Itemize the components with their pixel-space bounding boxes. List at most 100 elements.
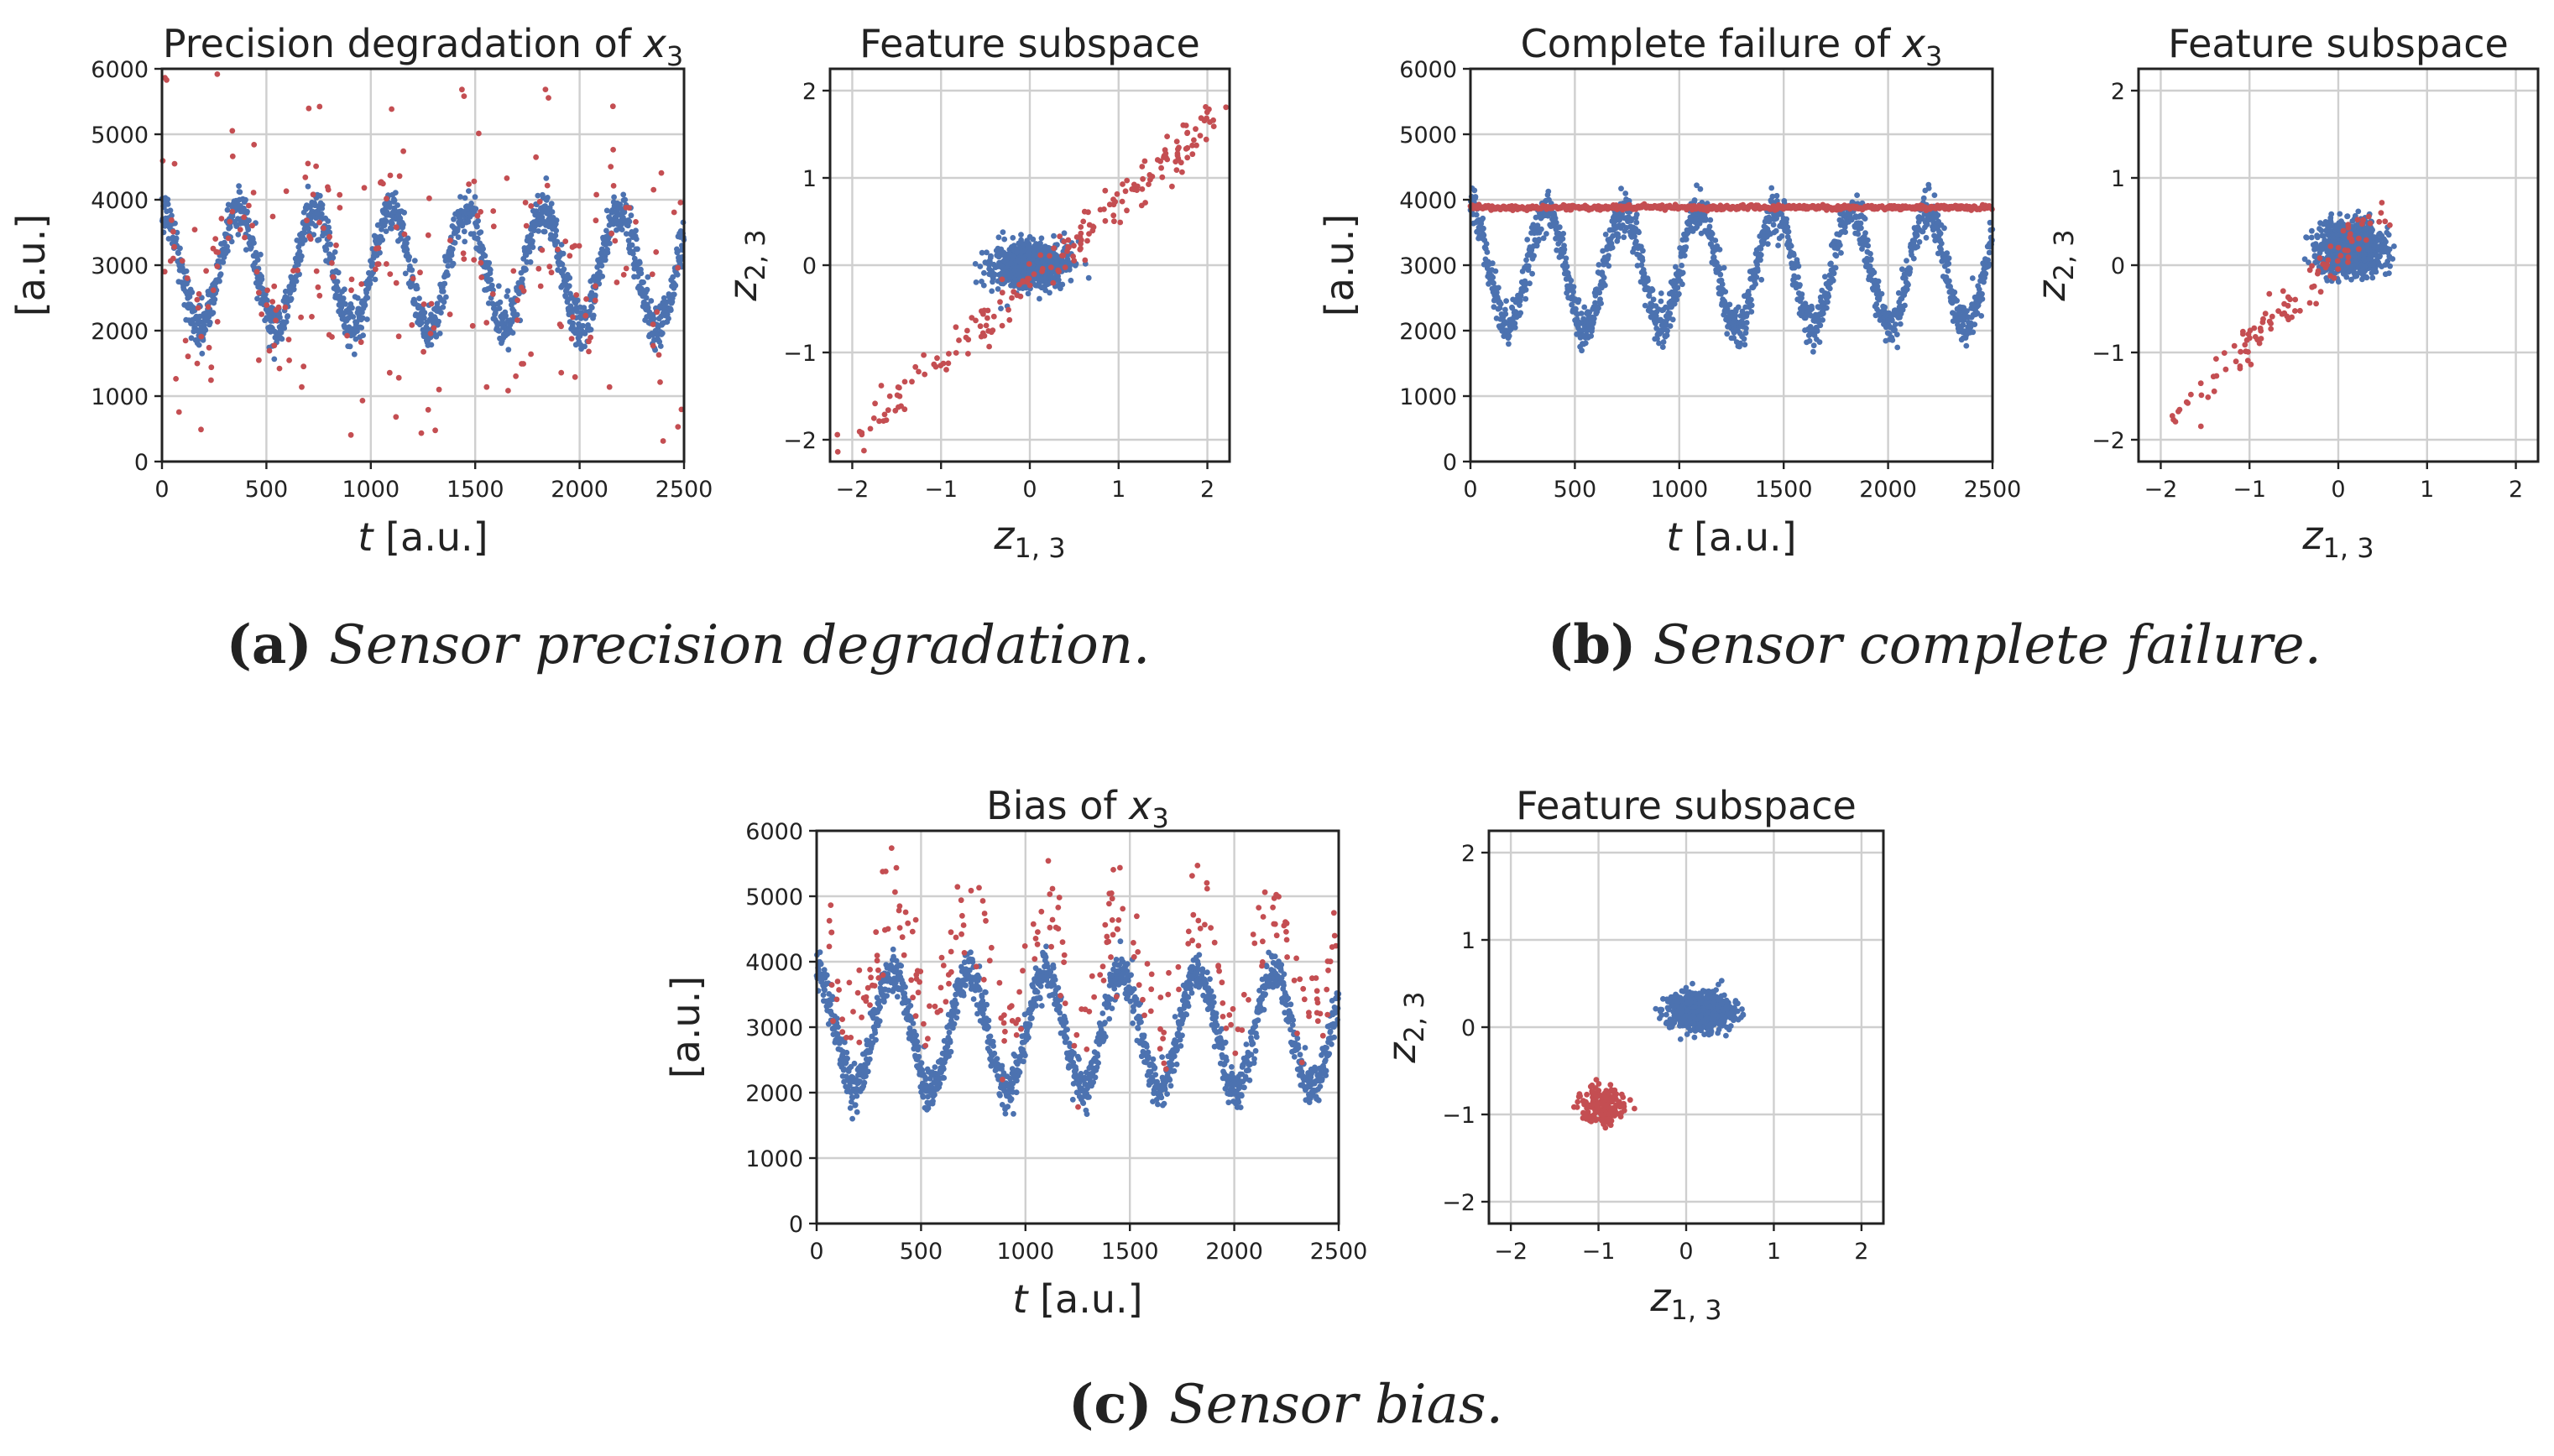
normal-point bbox=[622, 196, 629, 203]
anomaly-point bbox=[432, 427, 438, 434]
normal-point bbox=[1986, 261, 1993, 267]
normal-point bbox=[1770, 222, 1777, 228]
normal-point bbox=[1683, 236, 1690, 243]
normal-point bbox=[1679, 269, 1686, 276]
anomaly-point bbox=[1197, 133, 1204, 139]
normal-point bbox=[652, 347, 658, 353]
normal-point bbox=[1773, 192, 1780, 199]
normal-point bbox=[1025, 290, 1032, 297]
x-tick-label: 2 bbox=[1200, 477, 1214, 503]
normal-point bbox=[1034, 259, 1041, 266]
anomaly-point bbox=[316, 219, 322, 226]
anomaly-point bbox=[1070, 253, 1076, 259]
normal-point bbox=[199, 350, 206, 357]
normal-point bbox=[389, 225, 394, 232]
normal-point bbox=[360, 332, 366, 338]
normal-point bbox=[277, 314, 283, 321]
anomaly-point bbox=[537, 283, 544, 290]
normal-point bbox=[1748, 302, 1755, 309]
anomaly-point bbox=[490, 208, 497, 214]
normal-point bbox=[165, 196, 171, 203]
anomaly-point bbox=[333, 242, 339, 248]
anomaly-point bbox=[273, 307, 279, 313]
normal-point bbox=[296, 248, 303, 255]
normal-point bbox=[480, 246, 486, 252]
normal-point bbox=[387, 204, 393, 211]
normal-point bbox=[1602, 282, 1608, 289]
normal-point bbox=[1031, 247, 1037, 253]
normal-point bbox=[472, 194, 478, 201]
normal-point bbox=[316, 192, 323, 199]
normal-point bbox=[1522, 286, 1529, 293]
normal-point bbox=[1050, 249, 1057, 256]
x-tick-label: 2000 bbox=[551, 477, 608, 503]
normal-point bbox=[443, 294, 449, 300]
normal-point bbox=[1579, 347, 1585, 354]
normal-point bbox=[1855, 231, 1862, 237]
normal-point bbox=[411, 258, 418, 264]
anomaly-point bbox=[610, 183, 617, 189]
anomaly-point bbox=[396, 173, 403, 180]
normal-point bbox=[1524, 237, 1531, 243]
anomaly-point bbox=[620, 272, 627, 278]
normal-point bbox=[1497, 300, 1504, 307]
normal-point bbox=[1946, 255, 1952, 262]
anomaly-point bbox=[316, 103, 323, 110]
anomaly-point bbox=[325, 184, 331, 190]
anomaly-point bbox=[1037, 252, 1044, 258]
normal-point bbox=[461, 228, 467, 235]
anomaly-point bbox=[1134, 187, 1140, 194]
anomaly-point bbox=[171, 160, 178, 167]
normal-point bbox=[674, 271, 681, 278]
anomaly-point bbox=[548, 269, 555, 276]
normal-point bbox=[1741, 336, 1747, 342]
anomaly-point bbox=[175, 409, 182, 415]
y-tick-label: 1000 bbox=[91, 384, 149, 410]
normal-point bbox=[342, 300, 348, 307]
normal-point bbox=[530, 238, 535, 244]
anomaly-point bbox=[1120, 181, 1126, 187]
normal-point bbox=[672, 282, 679, 289]
a-time-title: Precision degradation of x3 bbox=[163, 21, 683, 72]
normal-point bbox=[305, 183, 311, 190]
normal-point bbox=[220, 259, 227, 265]
normal-point bbox=[475, 217, 481, 224]
anomaly-point bbox=[162, 75, 168, 81]
anomaly-point bbox=[208, 364, 215, 371]
anomaly-point bbox=[953, 350, 959, 356]
normal-point bbox=[400, 222, 406, 228]
anomaly-point bbox=[675, 264, 682, 271]
normal-point bbox=[391, 197, 398, 204]
normal-point bbox=[1816, 339, 1823, 345]
normal-point bbox=[574, 297, 581, 304]
normal-point bbox=[340, 295, 347, 301]
normal-point bbox=[418, 320, 425, 326]
anomaly-point bbox=[171, 243, 178, 250]
anomaly-point bbox=[544, 182, 551, 189]
normal-point bbox=[1601, 274, 1607, 281]
normal-point bbox=[1609, 244, 1616, 251]
anomaly-point bbox=[953, 324, 959, 331]
normal-point bbox=[989, 268, 995, 274]
a-feat-ylabel: z2, 3 bbox=[720, 229, 771, 301]
anomaly-point bbox=[608, 230, 615, 237]
b-time-points bbox=[1467, 181, 1996, 355]
normal-point bbox=[1784, 216, 1790, 222]
anomaly-point bbox=[999, 290, 1005, 296]
normal-point bbox=[188, 335, 195, 342]
normal-point bbox=[1641, 270, 1648, 277]
normal-point bbox=[1545, 188, 1552, 195]
normal-point bbox=[441, 299, 447, 305]
normal-point bbox=[1483, 241, 1490, 247]
normal-point bbox=[1799, 291, 1805, 298]
anomaly-point bbox=[555, 246, 561, 253]
normal-point bbox=[428, 342, 435, 348]
anomaly-point bbox=[650, 186, 657, 193]
anomaly-point bbox=[609, 103, 616, 110]
normal-point bbox=[527, 258, 534, 265]
anomaly-point bbox=[570, 314, 576, 321]
normal-point bbox=[1810, 348, 1816, 355]
normal-point bbox=[648, 298, 655, 304]
normal-point bbox=[1814, 328, 1820, 334]
